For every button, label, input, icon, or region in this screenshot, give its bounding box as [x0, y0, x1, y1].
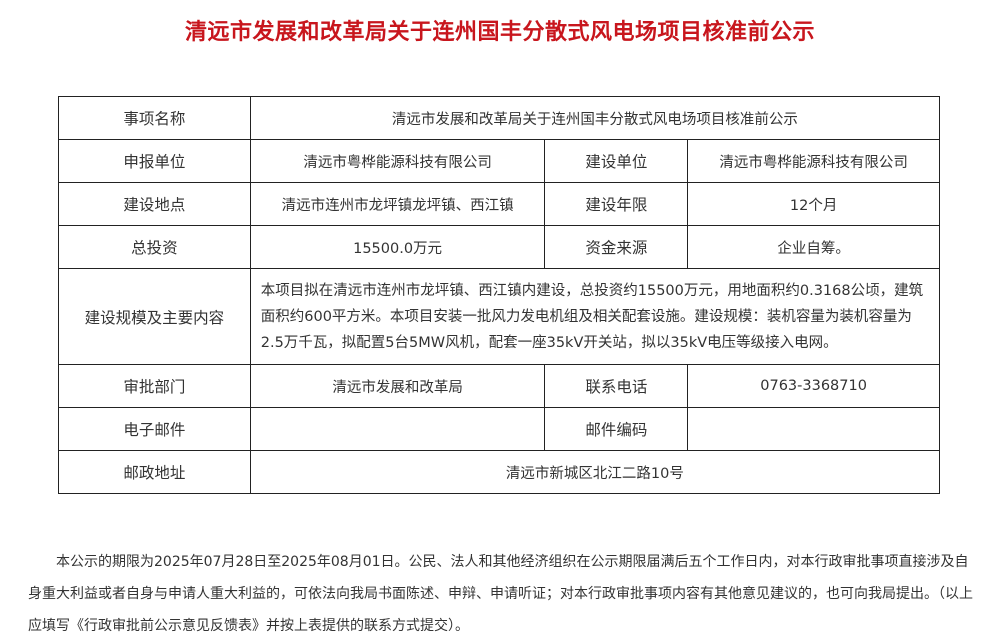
scale-value: 本项目拟在清远市连州市龙坪镇、西江镇内建设，总投资约15500万元，用地面积约0…	[249, 268, 941, 365]
location-value: 清远市连州市龙坪镇龙坪镇、西江镇	[249, 182, 546, 226]
table-row: 电子邮件 邮件编码	[58, 407, 940, 451]
builder-value: 清远市粤桦能源科技有限公司	[687, 139, 940, 183]
phone-value: 0763-3368710	[687, 364, 940, 408]
item-name-label: 事项名称	[58, 96, 251, 140]
table-row: 建设规模及主要内容 本项目拟在清远市连州市龙坪镇、西江镇内建设，总投资约1550…	[58, 268, 941, 365]
table-row: 总投资 15500.0万元 资金来源 企业自筹。	[58, 225, 940, 269]
funding-value: 企业自筹。	[687, 225, 940, 269]
email-value	[249, 407, 546, 451]
dept-label: 审批部门	[58, 364, 251, 408]
item-name-value: 清远市发展和改革局关于连州国丰分散式风电场项目核准前公示	[249, 96, 941, 140]
investment-value: 15500.0万元	[249, 225, 546, 269]
applicant-value: 清远市粤桦能源科技有限公司	[249, 139, 546, 183]
period-label: 建设年限	[544, 182, 689, 226]
postcode-value	[687, 407, 940, 451]
table-row: 建设地点 清远市连州市龙坪镇龙坪镇、西江镇 建设年限 12个月	[58, 182, 940, 226]
table-row: 申报单位 清远市粤桦能源科技有限公司 建设单位 清远市粤桦能源科技有限公司	[58, 139, 940, 183]
postcode-label: 邮件编码	[544, 407, 689, 451]
scale-label: 建设规模及主要内容	[58, 268, 251, 365]
project-info-table: 事项名称 清远市发展和改革局关于连州国丰分散式风电场项目核准前公示 申报单位 清…	[58, 96, 941, 494]
funding-label: 资金来源	[544, 225, 689, 269]
page-title: 清远市发展和改革局关于连州国丰分散式风电场项目核准前公示	[184, 20, 815, 45]
dept-value: 清远市发展和改革局	[249, 364, 546, 408]
address-label: 邮政地址	[58, 450, 251, 494]
table-row: 邮政地址 清远市新城区北江二路10号	[58, 450, 941, 494]
period-value: 12个月	[687, 182, 940, 226]
address-value: 清远市新城区北江二路10号	[249, 450, 941, 494]
email-label: 电子邮件	[58, 407, 251, 451]
location-label: 建设地点	[58, 182, 251, 226]
applicant-label: 申报单位	[58, 139, 251, 183]
table-row: 事项名称 清远市发展和改革局关于连州国丰分散式风电场项目核准前公示	[58, 96, 941, 140]
table-row: 审批部门 清远市发展和改革局 联系电话 0763-3368710	[58, 364, 940, 408]
phone-label: 联系电话	[544, 364, 689, 408]
investment-label: 总投资	[58, 225, 251, 269]
builder-label: 建设单位	[544, 139, 689, 183]
notice-paragraph: 本公示的期限为2025年07月28日至2025年08月01日。公民、法人和其他经…	[28, 554, 973, 634]
